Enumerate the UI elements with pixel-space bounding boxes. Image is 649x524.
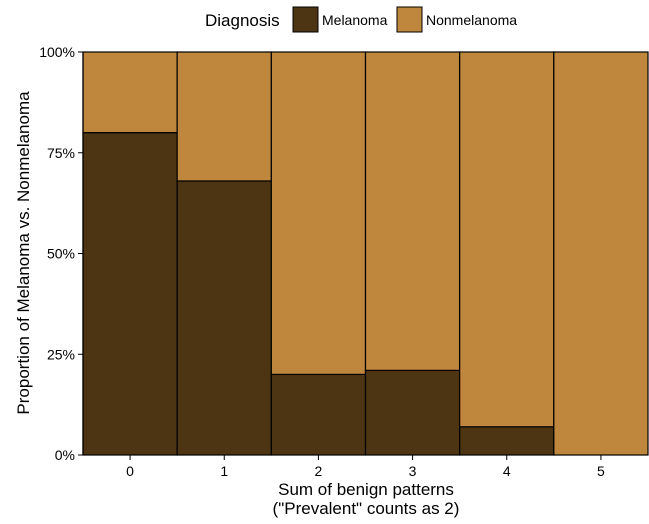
x-axis-title-line-2: ("Prevalent" counts as 2) (273, 499, 460, 518)
bar-melanoma-4 (459, 426, 555, 456)
bar-nonmelanoma-1 (176, 51, 272, 182)
y-axis-title: Proportion of Melanoma vs. Nonmelanoma (14, 91, 33, 415)
plot-area (82, 51, 649, 456)
bar-nonmelanoma-5 (553, 51, 649, 456)
bar-melanoma-1 (176, 180, 272, 456)
legend-title: Diagnosis (205, 11, 280, 30)
x-axis-title-line-1: Sum of benign patterns (278, 480, 454, 499)
bar-melanoma-2 (270, 373, 367, 456)
x-tick-label: 1 (220, 463, 228, 479)
x-tick-label: 3 (409, 463, 417, 479)
y-tick-label: 50% (47, 246, 75, 262)
y-tick-label: 75% (47, 145, 75, 161)
legend: Diagnosis Melanoma Nonmelanoma (205, 6, 517, 33)
legend-swatch-nonmelanoma (396, 6, 423, 33)
bar-nonmelanoma-2 (270, 51, 367, 375)
legend-swatch-melanoma (292, 6, 319, 33)
x-tick-label: 0 (126, 463, 134, 479)
bar-nonmelanoma-3 (364, 51, 461, 371)
x-tick-label: 5 (597, 463, 605, 479)
y-tick-label: 25% (47, 346, 75, 362)
bar-nonmelanoma-4 (459, 51, 555, 428)
y-tick-label: 0% (55, 447, 75, 463)
x-tick-label: 2 (315, 463, 323, 479)
x-axis: 0 1 2 3 4 5 (126, 455, 605, 479)
bar-melanoma-3 (364, 369, 461, 456)
bar-melanoma-0 (82, 132, 178, 456)
legend-label-nonmelanoma: Nonmelanoma (426, 12, 517, 28)
y-tick-label: 100% (39, 44, 75, 60)
bar-nonmelanoma-0 (82, 51, 178, 134)
legend-label-melanoma: Melanoma (322, 12, 388, 28)
y-axis: 0% 25% 50% 75% 100% (39, 44, 84, 463)
x-tick-label: 4 (503, 463, 511, 479)
